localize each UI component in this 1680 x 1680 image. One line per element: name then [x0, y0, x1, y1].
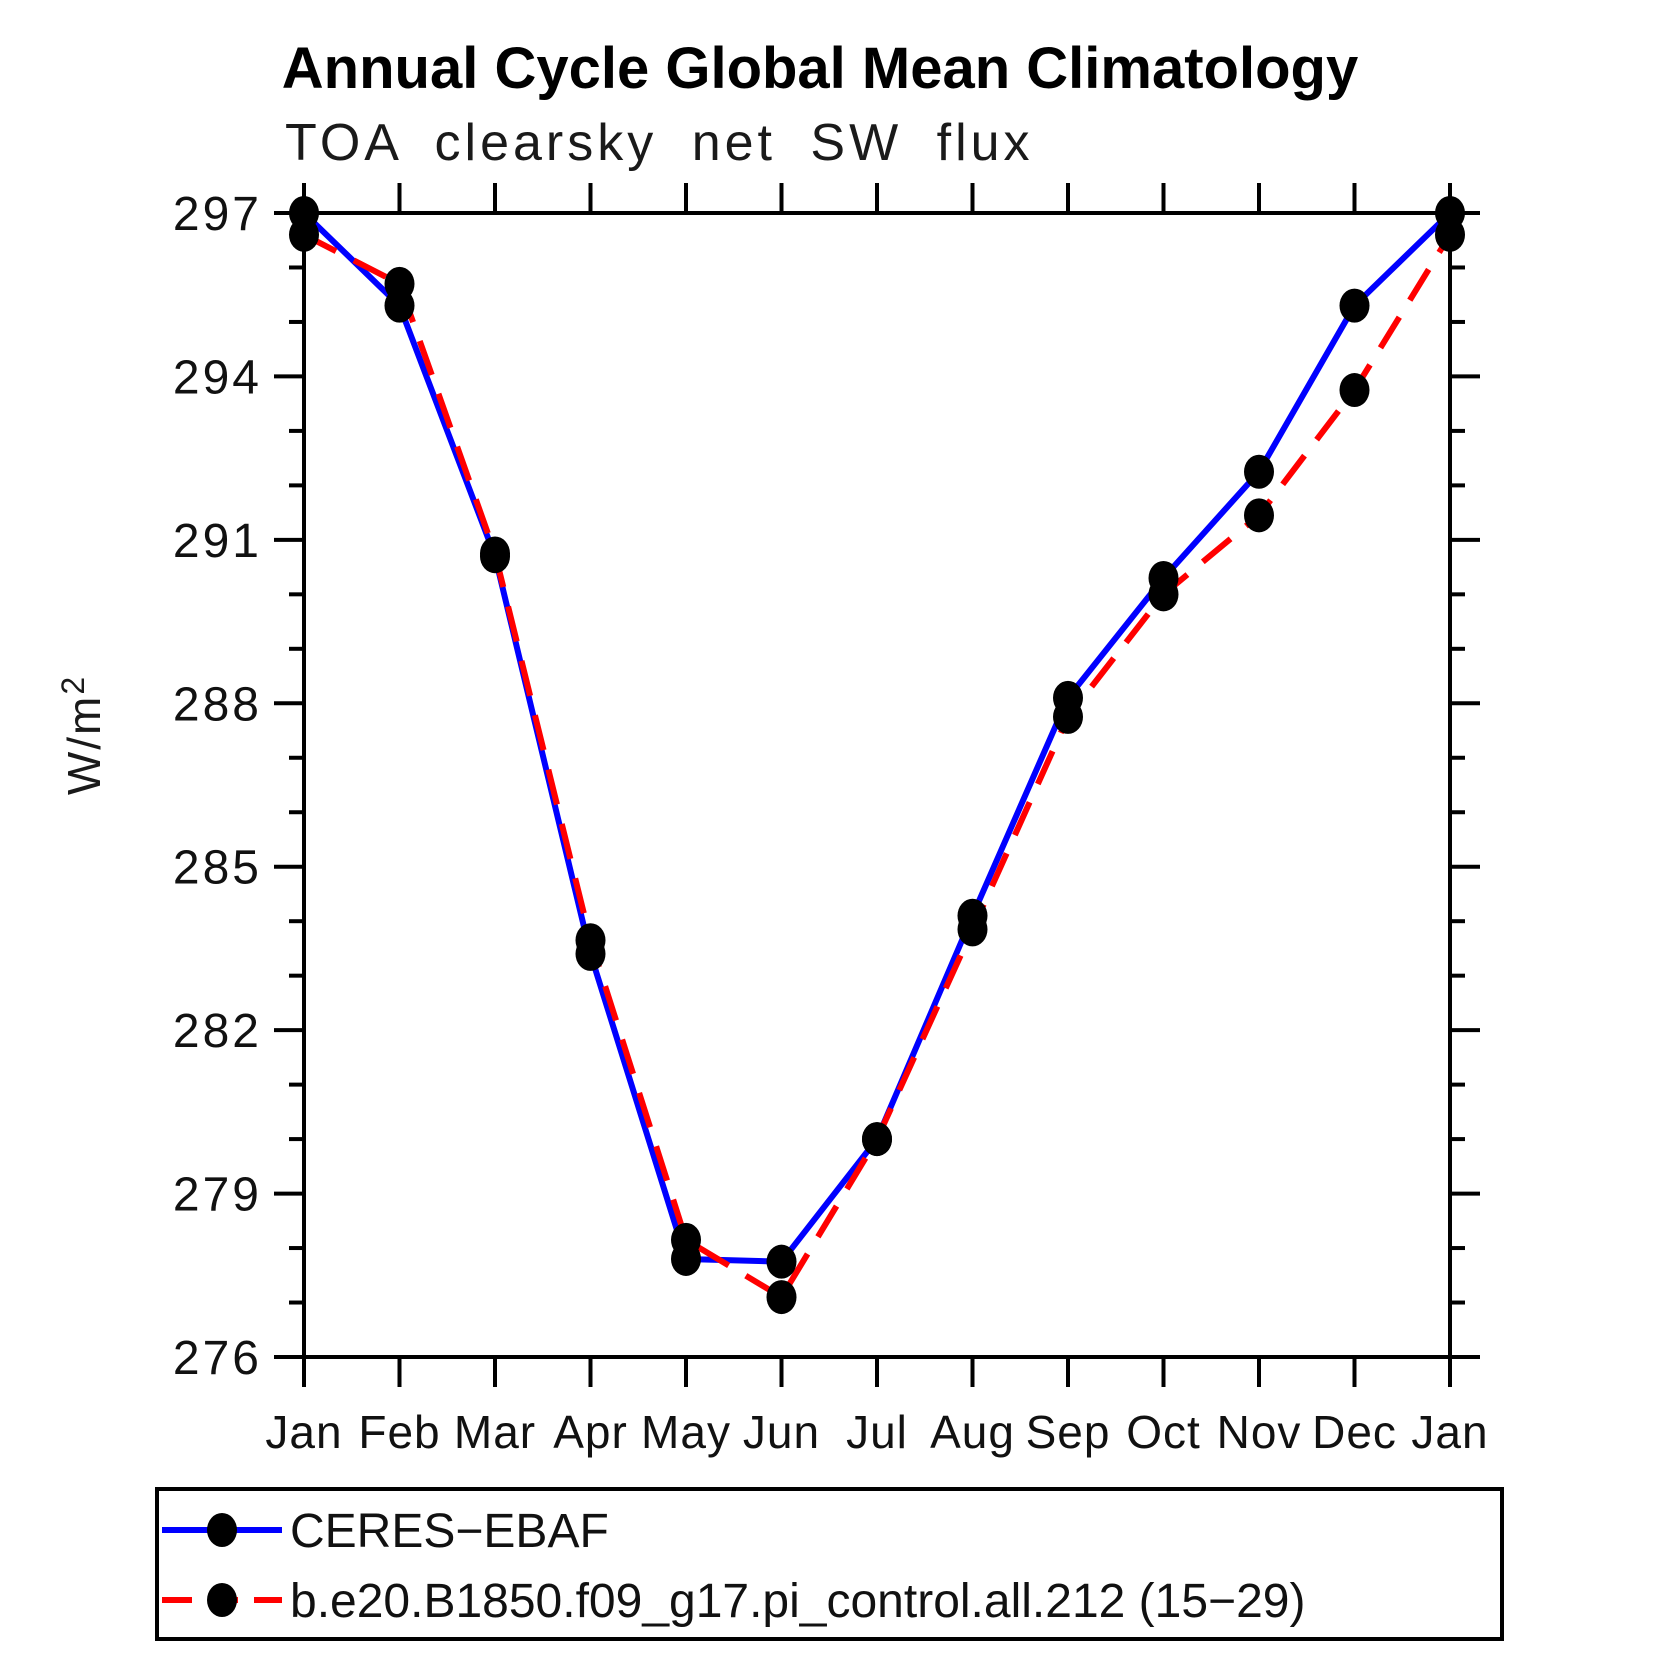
- y-axis-label-base: W/m: [58, 695, 110, 796]
- marker-layer: [289, 196, 1465, 1315]
- data-point-marker: [289, 217, 319, 252]
- y-tick-label: 285: [173, 842, 262, 895]
- y-tick-label: 279: [173, 1169, 262, 1222]
- data-point-marker: [384, 266, 415, 301]
- y-tick-label: 297: [173, 188, 262, 241]
- data-point-marker: [1435, 217, 1465, 252]
- x-tick-label: Apr: [553, 1406, 628, 1458]
- chart-title: Annual Cycle Global Mean Climatology: [282, 36, 1358, 101]
- y-tick-label: 282: [173, 1005, 262, 1058]
- legend-marker-ceres: [207, 1513, 237, 1547]
- legend-box: [155, 1487, 1504, 1641]
- x-tick-label: Mar: [454, 1406, 536, 1458]
- legend-marker-model: [207, 1583, 237, 1617]
- data-point-marker: [1244, 498, 1274, 533]
- y-tick-label: 288: [173, 678, 262, 731]
- data-point-marker: [766, 1244, 797, 1279]
- data-point-marker: [1053, 699, 1083, 734]
- data-point-marker: [1339, 288, 1370, 323]
- y-axis-label-exponent: 2: [55, 675, 91, 695]
- data-point-marker: [957, 912, 988, 947]
- chart-subtitle: TOA clearsky net SW flux: [285, 114, 1034, 172]
- legend: CERES−EBAF b.e20.B1850.f09_g17.pi_contro…: [155, 1487, 1504, 1641]
- data-point-marker: [575, 923, 606, 958]
- data-point-marker: [1339, 373, 1370, 408]
- plot-frame: [302, 211, 1452, 1359]
- data-point-marker: [766, 1280, 797, 1315]
- data-point-marker: [1244, 454, 1274, 489]
- data-point-marker: [862, 1122, 892, 1157]
- axes-layer: Jan Feb Mar Apr May Jun Jul Aug Sep Oct Nov Dec Jan2…: [173, 183, 1488, 1458]
- x-tick-label: Feb: [358, 1406, 440, 1458]
- data-point-marker: [1148, 577, 1179, 612]
- data-point-marker: [671, 1222, 701, 1257]
- series-line-0: [301, 210, 1453, 1265]
- x-tick-label: Jul: [846, 1406, 908, 1458]
- y-tick-label: 291: [173, 515, 262, 568]
- x-tick-label: May: [641, 1406, 731, 1458]
- x-tick-label: Jun: [743, 1406, 820, 1458]
- x-tick-label: Jan: [1411, 1406, 1488, 1458]
- x-tick-label: Oct: [1126, 1406, 1201, 1458]
- x-tick-label: Aug: [930, 1406, 1015, 1458]
- legend-label-ceres: CERES−EBAF: [290, 1505, 609, 1558]
- y-tick-label: 276: [173, 1332, 262, 1385]
- data-point-marker: [480, 536, 510, 571]
- y-tick-label: 294: [173, 351, 262, 404]
- y-axis-label: W/m2: [55, 675, 110, 795]
- legend-label-model: b.e20.B1850.f09_g17.pi_control.all.212 (…: [290, 1575, 1305, 1628]
- x-tick-label: Sep: [1026, 1406, 1111, 1458]
- x-tick-label: Jan: [265, 1406, 342, 1458]
- x-tick-label: Dec: [1312, 1406, 1397, 1458]
- x-tick-label: Nov: [1217, 1406, 1302, 1458]
